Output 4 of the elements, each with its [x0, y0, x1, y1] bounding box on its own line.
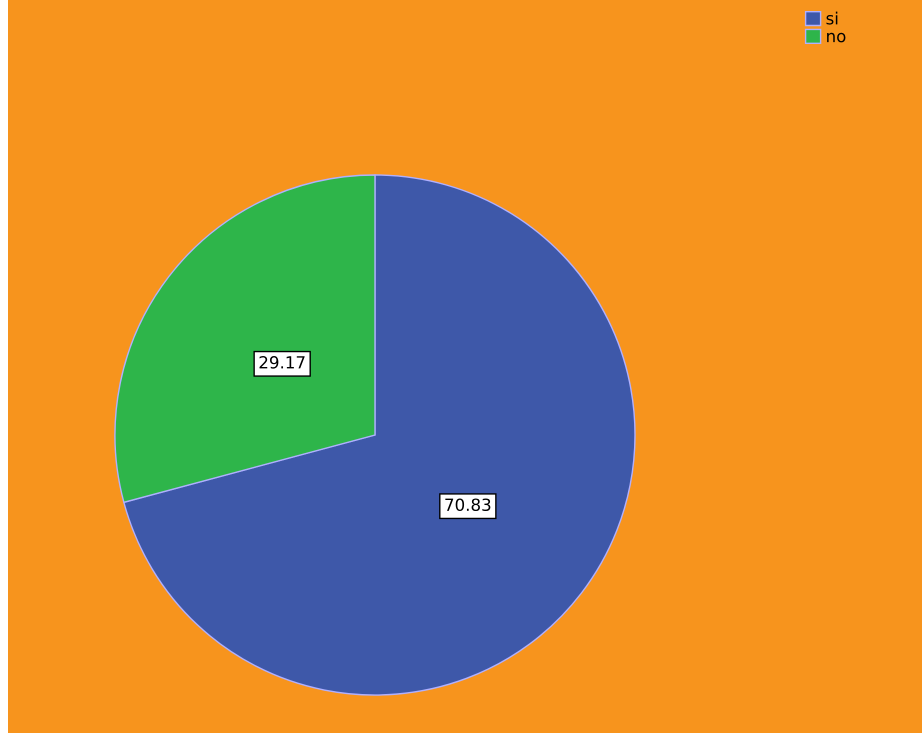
data-label: 70.83 — [445, 498, 490, 512]
data-label: 29.17 — [260, 356, 305, 369]
legend-label: no — [827, 32, 846, 42]
legend-label: si — [826, 12, 838, 25]
